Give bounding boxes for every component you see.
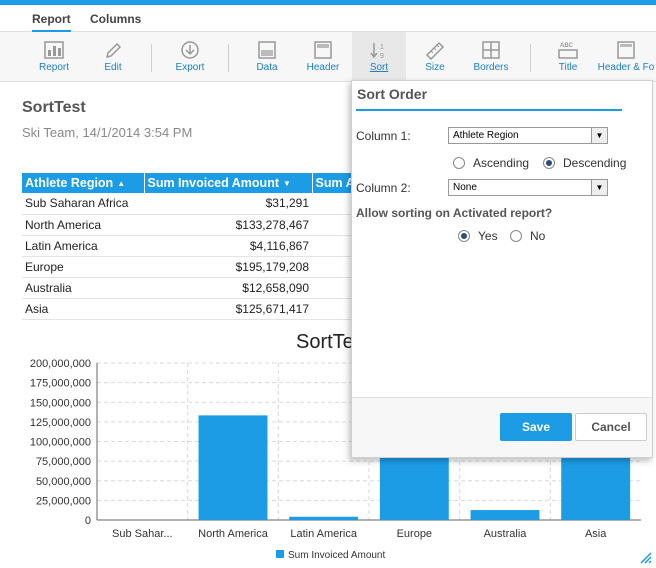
x-tick-label: Europe — [397, 528, 432, 540]
column1-select[interactable]: Athlete Region ▼ — [448, 127, 608, 144]
tab-report[interactable]: Report — [32, 12, 71, 32]
y-tick-label: 0 — [85, 515, 91, 527]
ascending-radio[interactable] — [453, 157, 465, 169]
toolbar-divider — [151, 44, 152, 72]
report-title: SortTest — [22, 99, 86, 116]
column1-label: Column 1: — [356, 129, 411, 143]
table-row: Sub Saharan Africa $31,291 — [22, 193, 359, 215]
title-icon: ABC — [558, 43, 578, 59]
table-row: North America $133,278,467 — [22, 214, 359, 236]
allow-no-radio[interactable] — [510, 230, 522, 242]
table-row: Australia $12,658,090 — [22, 277, 359, 299]
download-icon — [181, 41, 199, 59]
y-tick-label: 125,000,000 — [30, 417, 91, 429]
borders-button[interactable]: Borders — [470, 32, 512, 82]
y-tick-label: 100,000,000 — [30, 437, 91, 449]
report-button[interactable]: Report — [33, 32, 75, 82]
cancel-button[interactable]: Cancel — [575, 413, 647, 441]
y-tick-label: 75,000,000 — [36, 456, 91, 468]
column2-label: Column 2: — [356, 181, 411, 195]
sort-ascending-icon: ▲ — [117, 179, 126, 189]
toolbar-divider — [530, 44, 531, 72]
toolbar: Report Edit Export Data Header 1 9 — [0, 32, 656, 82]
y-tick-label: 150,000,000 — [30, 397, 91, 409]
column2-select[interactable]: None ▼ — [448, 179, 608, 196]
sort-icon: 1 9 — [370, 43, 384, 60]
popup-title: Sort Order — [357, 86, 428, 102]
tab-bar: Report Columns — [0, 5, 656, 32]
toolbar-divider — [228, 44, 229, 72]
popup-title-underline — [356, 109, 622, 111]
allow-sorting-label: Allow sorting on Activated report? — [356, 206, 553, 220]
column-header-sum-a[interactable]: Sum A — [312, 173, 359, 193]
popup-footer: Save Cancel — [352, 397, 652, 457]
data-button[interactable]: Data — [249, 32, 285, 82]
header-footer-button[interactable]: Header & Fo — [596, 32, 656, 82]
table-header-row: Athlete Region ▲ Sum Invoiced Amount ▼ Sum… — [22, 173, 359, 193]
x-tick-label: North America — [198, 528, 269, 540]
save-button[interactable]: Save — [500, 413, 572, 441]
table-row: Latin America $4,116,867 — [22, 235, 359, 257]
descending-label: Descending — [563, 156, 627, 170]
title-button[interactable]: ABC Title — [550, 32, 586, 82]
bar — [198, 415, 268, 520]
table-row: Europe $195,179,208 — [22, 256, 359, 278]
svg-text:9: 9 — [380, 53, 384, 60]
svg-text:1: 1 — [380, 44, 384, 51]
sort-order-popup: Sort Order Column 1: Athlete Region ▼ As… — [351, 80, 653, 458]
column-header-sum-invoiced-amount[interactable]: Sum Invoiced Amount ▼ — [144, 173, 313, 193]
table-row: Asia $125,671,417 — [22, 298, 359, 320]
export-button[interactable]: Export — [170, 32, 210, 82]
y-tick-label: 25,000,000 — [36, 495, 91, 507]
chart-title: SortTe — [296, 331, 354, 353]
edit-button[interactable]: Edit — [95, 32, 131, 82]
sort-button[interactable]: 1 9 Sort — [352, 32, 406, 82]
ruler-icon — [425, 41, 445, 60]
chevron-down-icon: ▼ — [591, 128, 607, 143]
report-subtitle: Ski Team, 14/1/2014 3:54 PM — [22, 125, 193, 140]
allow-yes-label: Yes — [478, 229, 498, 243]
y-tick-label: 200,000,000 — [30, 358, 91, 370]
column-header-athlete-region[interactable]: Athlete Region ▲ — [22, 173, 145, 193]
data-table: Athlete Region ▲ Sum Invoiced Amount ▼ Sum… — [22, 173, 359, 320]
ascending-label: Ascending — [473, 156, 530, 170]
pencil-icon — [105, 42, 122, 59]
x-tick-label: Latin America — [290, 528, 358, 540]
top-accent-bar — [0, 0, 656, 5]
legend-label: Sum Invoiced Amount — [288, 550, 385, 561]
y-tick-label: 175,000,000 — [30, 378, 91, 390]
borders-icon — [482, 41, 500, 59]
y-tick-label: 50,000,000 — [36, 476, 91, 488]
chevron-down-icon: ▼ — [591, 180, 607, 195]
sort-descending-icon: ▼ — [283, 179, 291, 189]
resize-grip-icon[interactable] — [638, 550, 652, 564]
x-tick-label: Asia — [585, 528, 607, 540]
x-tick-label: Australia — [484, 528, 528, 540]
descending-radio[interactable] — [543, 157, 555, 169]
size-button[interactable]: Size — [418, 32, 452, 82]
x-tick-label: Sub Sahar... — [112, 528, 173, 540]
bar — [289, 516, 359, 520]
bar-chart: 0 25,000,000 50,000,000 75,000,000 100,000,0… — [30, 358, 641, 561]
bar-chart-icon — [44, 41, 64, 59]
header-button[interactable]: Header — [302, 32, 344, 82]
allow-yes-radio[interactable] — [458, 230, 470, 242]
header-panel-icon — [314, 41, 332, 59]
header-footer-icon — [617, 41, 635, 59]
data-panel-icon — [258, 41, 276, 59]
svg-text:ABC: ABC — [560, 43, 574, 49]
allow-no-label: No — [530, 229, 546, 243]
tab-columns[interactable]: Columns — [90, 12, 142, 26]
bar — [470, 510, 540, 520]
legend-swatch — [276, 550, 284, 558]
